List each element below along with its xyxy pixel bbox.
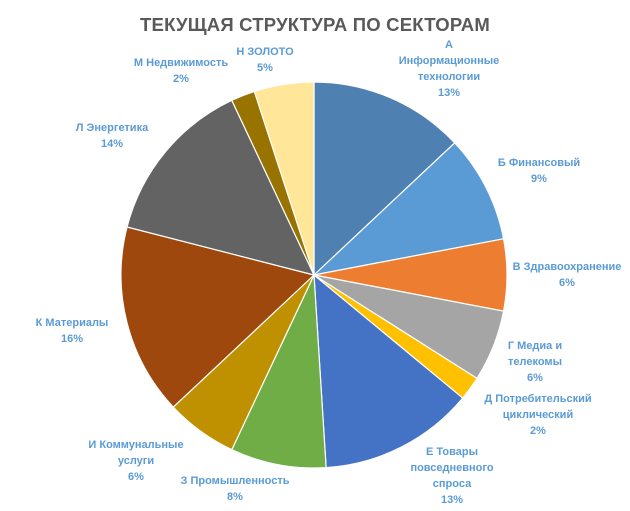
pie-slice-12 [253,81,315,276]
data-label-11: М Недвижимость 2% [134,57,228,85]
pie-slice-1 [313,81,456,277]
data-label-9: К Материалы 16% [36,317,109,345]
pie-slice-9 [120,226,316,408]
pie-slices [120,81,508,469]
pie-slice-7 [231,274,327,469]
data-label-6: Е Товары повседневного спроса 13% [410,446,493,506]
pie-data-labels: А Информационные технологии 13% Б Финансовый… [36,39,622,506]
data-label-1: А Информационные технологии 13% [399,39,499,99]
data-label-10: Л Энергетика 14% [76,122,149,150]
pie-slice-10 [126,99,316,276]
data-label-3: В Здравоохранение 6% [513,261,622,289]
data-label-2: Б Финансовый 9% [498,157,580,185]
chart-title: ТЕКУЩАЯ СТРУКТУРА ПО СЕКТОРАМ [140,14,490,35]
data-label-12: Н ЗОЛОТО 5% [236,46,294,74]
pie-slice-6 [313,273,464,469]
data-label-8: И Коммунальные услуги 6% [88,439,183,483]
pie-slice-2 [312,142,505,276]
data-label-5: Д Потребительский циклический 2% [484,393,591,437]
data-label-4: Г Медиа и телекомы 6% [508,340,562,384]
data-label-7: З Промышленность 8% [181,475,290,503]
